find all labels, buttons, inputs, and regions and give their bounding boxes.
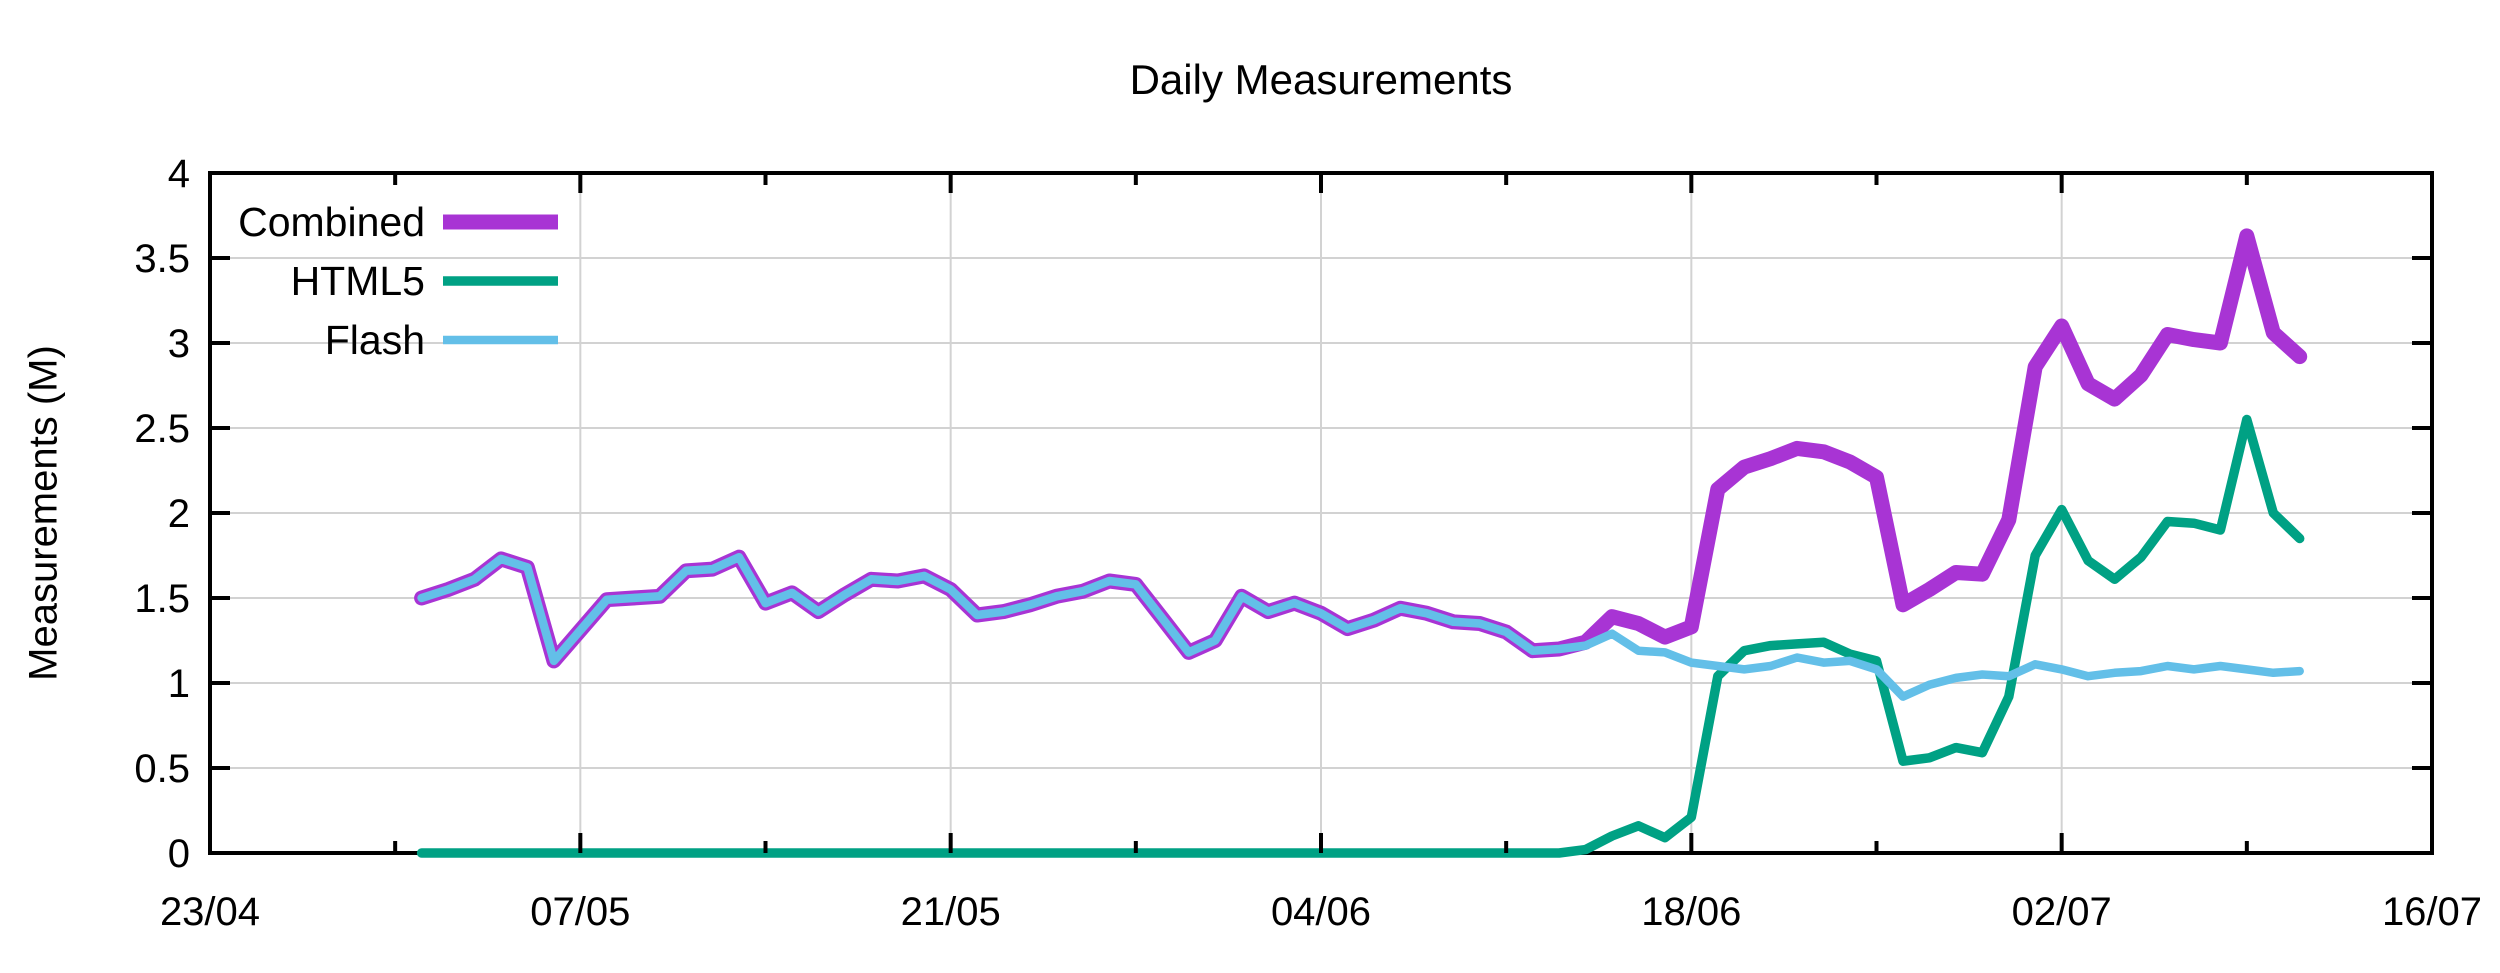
x-tick-label: 04/06 xyxy=(1271,890,1371,934)
legend-item-flash: Flash xyxy=(325,317,558,363)
legend: Combined HTML5 Flash xyxy=(238,199,558,363)
y-tick-label: 4 xyxy=(168,152,190,196)
legend-item-combined: Combined xyxy=(238,199,558,245)
y-tick-label: 3.5 xyxy=(134,237,190,281)
y-tick-label: 2 xyxy=(168,492,190,536)
series-group xyxy=(414,228,2308,858)
x-tick-label: 23/04 xyxy=(160,890,260,934)
y-tick-label: 0.5 xyxy=(134,747,190,791)
series-html5-line xyxy=(416,414,2305,858)
legend-label: Combined xyxy=(238,199,425,245)
gridlines xyxy=(210,173,2432,853)
legend-label: Flash xyxy=(325,317,425,363)
chart-title: Daily Measurements xyxy=(1129,56,1513,103)
x-tick-label: 02/07 xyxy=(2012,890,2112,934)
y-tick-label: 1.5 xyxy=(134,577,190,621)
legend-label: HTML5 xyxy=(291,258,425,304)
tick-labels: 0 0.5 1 1.5 2 2.5 3 3.5 4 23/04 07/05 21/05 04/06 18/… xyxy=(134,152,2482,934)
tick-marks xyxy=(208,171,2434,855)
y-tick-label: 1 xyxy=(168,662,190,706)
x-tick-label: 07/05 xyxy=(530,890,630,934)
y-tick-label: 0 xyxy=(168,832,190,876)
legend-item-html5: HTML5 xyxy=(291,258,558,304)
y-tick-label: 2.5 xyxy=(134,407,190,451)
x-tick-label: 21/05 xyxy=(901,890,1001,934)
series-flash-line xyxy=(417,552,2304,701)
x-tick-label: 18/06 xyxy=(1641,890,1741,934)
y-tick-label: 3 xyxy=(168,322,190,366)
x-tick-label: 16/07 xyxy=(2382,890,2482,934)
